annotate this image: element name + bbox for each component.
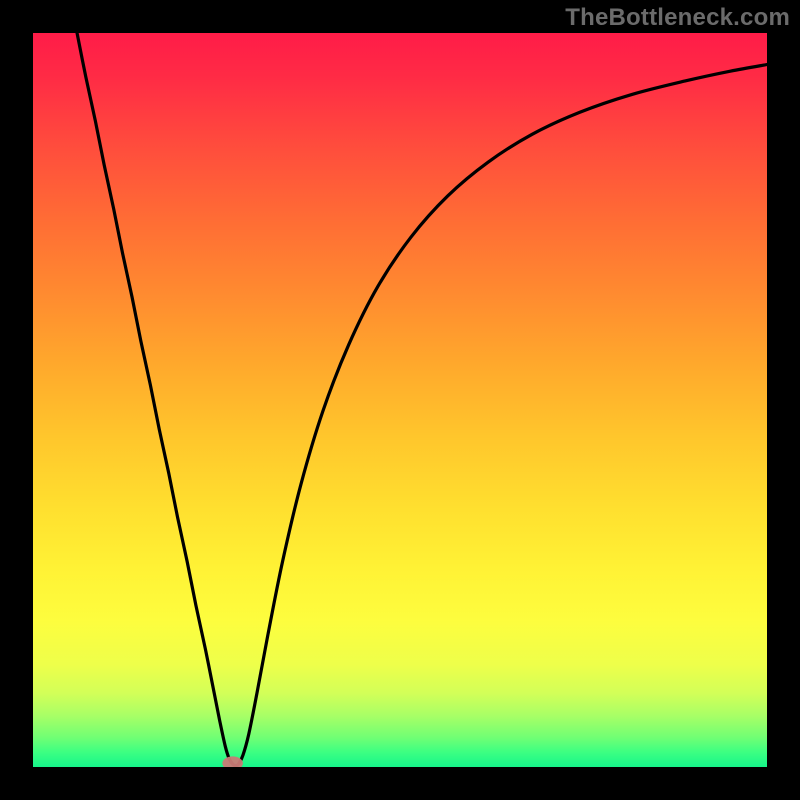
- gradient-background: [33, 33, 767, 767]
- chart-container: TheBottleneck.com: [0, 0, 800, 800]
- watermark-text: TheBottleneck.com: [565, 4, 790, 32]
- plot-area: [33, 33, 767, 767]
- plot-svg: [33, 33, 767, 767]
